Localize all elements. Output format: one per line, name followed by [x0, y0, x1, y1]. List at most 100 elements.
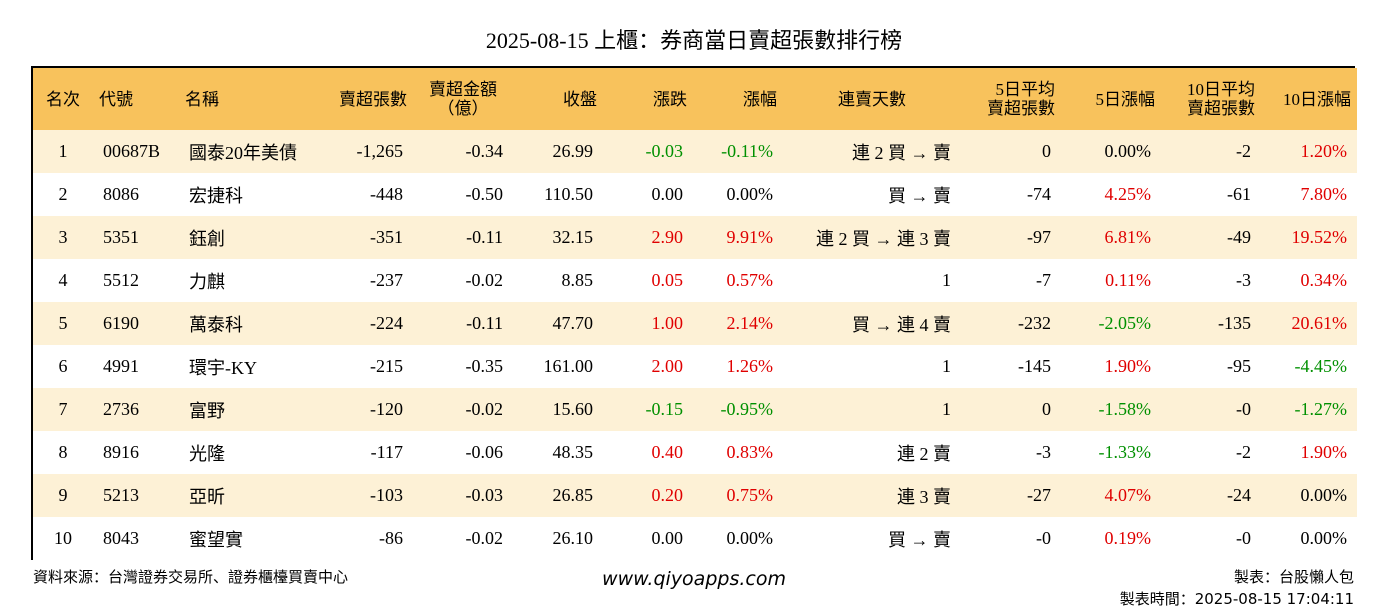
header-net-sell-amount-line2: （億） [437, 99, 489, 118]
cell-avg10: -49 [1227, 227, 1251, 247]
cell-avg5: -145 [1018, 356, 1051, 376]
cell-rank: 7 [58, 399, 68, 419]
cell-pct5: 4.07% [1104, 485, 1152, 505]
cell-change-pct: 0.57% [726, 270, 774, 290]
header-avg10: 10日平均 賣超張數 [1161, 68, 1261, 130]
cell-consecutive-days: 買 → 賣 [888, 185, 951, 206]
cell-net-sell-amount: -0.50 [465, 184, 504, 204]
cell-close: 48.35 [552, 442, 594, 462]
header-change: 漲跌 [653, 89, 687, 109]
table-row: 4 5512 力麒 -237 -0.02 8.85 0.05 0.57% 1 -7 0.11% -3 0… [33, 259, 1357, 302]
cell-name: 力麒 [189, 271, 225, 292]
cell-close: 47.70 [552, 313, 594, 333]
table-row: 5 6190 萬泰科 -224 -0.11 47.70 1.00 2.14% 買 → 連 4 賣… [33, 302, 1357, 345]
cell-code: 00687B [103, 141, 161, 161]
cell-rank: 8 [58, 442, 68, 462]
cell-pct10: 1.90% [1300, 442, 1348, 462]
cell-code: 8043 [103, 528, 139, 548]
cell-avg10: -95 [1227, 356, 1251, 376]
cell-net-sell-lots: -224 [370, 313, 403, 333]
cell-change-pct: -0.11% [721, 141, 773, 161]
cell-pct5: -1.33% [1098, 442, 1152, 462]
header-net-sell-lots: 賣超張數 [339, 89, 407, 109]
cell-code: 6190 [103, 313, 139, 333]
cell-consecutive-days: 連 2 買 → 連 3 賣 [816, 228, 951, 249]
footer-credits: 製表：台股懶人包 製表時間：2025-08-15 17:04:11 [1120, 566, 1354, 610]
cell-net-sell-lots: -120 [370, 399, 403, 419]
cell-net-sell-lots: -351 [370, 227, 403, 247]
cell-avg5: -7 [1036, 270, 1051, 290]
cell-net-sell-lots: -448 [370, 184, 403, 204]
cell-pct5: -1.58% [1098, 399, 1152, 419]
cell-code: 5512 [103, 270, 139, 290]
cell-avg10: -2 [1236, 442, 1251, 462]
cell-consecutive-days: 連 3 賣 [897, 486, 951, 507]
cell-pct10: 20.61% [1291, 313, 1348, 333]
cell-avg5: -0 [1036, 528, 1051, 548]
cell-net-sell-amount: -0.02 [465, 528, 504, 548]
cell-pct5: 0.00% [1104, 141, 1152, 161]
cell-net-sell-amount: -0.06 [465, 442, 504, 462]
cell-avg5: -74 [1027, 184, 1051, 204]
header-rank: 名次 [46, 89, 80, 109]
cell-change-pct: 1.26% [726, 356, 774, 376]
cell-net-sell-lots: -215 [370, 356, 403, 376]
table-row: 7 2736 富野 -120 -0.02 15.60 -0.15 -0.95% 1 0 -1.58%… [33, 388, 1357, 431]
cell-change: 0.00 [651, 184, 684, 204]
cell-name: 宏捷科 [189, 185, 243, 206]
cell-avg5: 0 [1042, 141, 1051, 161]
table-row: 9 5213 亞昕 -103 -0.03 26.85 0.20 0.75% 連 3 賣 -27 4.… [33, 474, 1357, 517]
ranking-table: 名次 代號 名稱 賣超張數 賣超金額 （億） 收盤 漲跌 漲幅 連賣天數 5日平… [31, 66, 1357, 560]
cell-code: 4991 [103, 356, 139, 376]
cell-rank: 3 [58, 227, 68, 247]
cell-change: -0.03 [645, 141, 684, 161]
cell-change-pct: 0.00% [726, 184, 774, 204]
cell-pct10: 7.80% [1300, 184, 1348, 204]
cell-net-sell-lots: -103 [370, 485, 403, 505]
header-avg5: 5日平均 賣超張數 [961, 68, 1061, 130]
cell-pct5: 0.11% [1105, 270, 1151, 290]
cell-name: 亞昕 [189, 486, 225, 507]
cell-code: 5351 [103, 227, 139, 247]
cell-name: 萬泰科 [189, 314, 243, 335]
cell-code: 8086 [103, 184, 139, 204]
cell-name: 環宇-KY [189, 357, 257, 378]
cell-pct10: 0.34% [1300, 270, 1348, 290]
cell-avg10: -24 [1227, 485, 1251, 505]
cell-avg10: -0 [1236, 528, 1251, 548]
cell-change: 1.00 [651, 313, 684, 333]
cell-close: 8.85 [561, 270, 594, 290]
cell-pct5: -2.05% [1098, 313, 1152, 333]
cell-consecutive-days: 連 2 買 → 賣 [852, 142, 951, 163]
cell-change: 0.40 [651, 442, 684, 462]
cell-net-sell-amount: -0.35 [465, 356, 504, 376]
table-body: 1 00687B 國泰20年美債 -1,265 -0.34 26.99 -0.03 -0.11… [33, 130, 1357, 560]
cell-change-pct: 2.14% [726, 313, 774, 333]
cell-net-sell-lots: -237 [370, 270, 403, 290]
table-row: 2 8086 宏捷科 -448 -0.50 110.50 0.00 0.00% 買 → 賣 -74… [33, 173, 1357, 216]
cell-pct10: -4.45% [1294, 356, 1348, 376]
cell-avg10: -0 [1236, 399, 1251, 419]
cell-change: 0.05 [651, 270, 684, 290]
cell-rank: 9 [58, 485, 68, 505]
cell-consecutive-days: 買 → 連 4 賣 [852, 314, 951, 335]
cell-close: 110.50 [544, 184, 593, 204]
website-url: www.qiyoapps.com [602, 568, 786, 590]
header-close: 收盤 [563, 89, 597, 109]
header-pct10: 10日漲幅 [1283, 89, 1351, 109]
cell-avg10: -61 [1227, 184, 1251, 204]
header-avg5-line1: 5日平均 [995, 80, 1056, 99]
cell-name: 國泰20年美債 [189, 142, 297, 163]
cell-avg10: -3 [1236, 270, 1251, 290]
cell-rank: 6 [58, 356, 68, 376]
cell-consecutive-days: 1 [942, 356, 951, 376]
header-avg5-line2: 賣超張數 [987, 99, 1055, 118]
cell-close: 15.60 [552, 399, 594, 419]
cell-pct10: -1.27% [1294, 399, 1348, 419]
cell-net-sell-lots: -1,265 [356, 141, 404, 161]
table-header: 名次 代號 名稱 賣超張數 賣超金額 （億） 收盤 漲跌 漲幅 連賣天數 5日平… [33, 68, 1357, 130]
cell-rank: 2 [58, 184, 68, 204]
table-row: 6 4991 環宇-KY -215 -0.35 161.00 2.00 1.26% 1 -145 1… [33, 345, 1357, 388]
cell-change: -0.15 [645, 399, 684, 419]
cell-close: 32.15 [552, 227, 594, 247]
